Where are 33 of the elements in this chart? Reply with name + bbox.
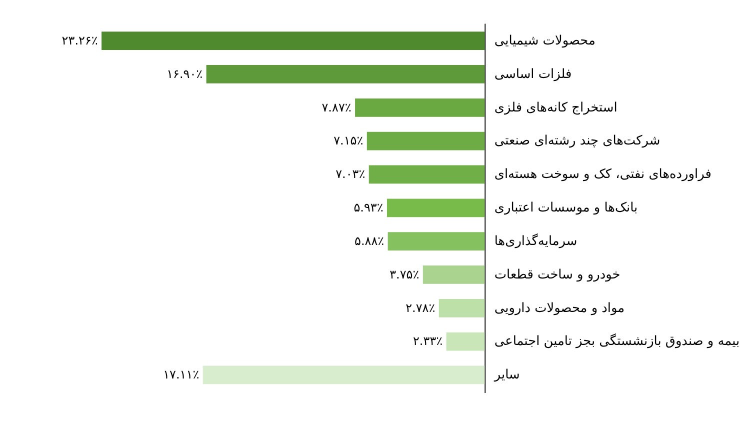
y-tick-label: مواد و محصولات دارویی bbox=[494, 300, 625, 316]
data-label: ۲.۳۳٪ bbox=[412, 334, 443, 348]
y-tick-label: استخراج کانه‌های فلزی bbox=[494, 100, 618, 116]
bar bbox=[368, 165, 485, 184]
y-tick-label: سرمایه‌گذاری‌ها bbox=[494, 232, 578, 249]
data-label: ۳.۷۵٪ bbox=[390, 267, 420, 282]
data-label: ۷.۱۵٪ bbox=[334, 134, 364, 148]
y-tick-label: محصولات شیمیایی bbox=[494, 33, 596, 48]
bar bbox=[366, 132, 485, 150]
bar bbox=[206, 65, 485, 84]
y-tick-label: سایر bbox=[493, 368, 520, 383]
bar bbox=[422, 266, 485, 284]
bar bbox=[388, 232, 485, 250]
data-label: ۷.۸۷٪ bbox=[322, 100, 352, 114]
y-tick-label: خودرو و ساخت قطعات bbox=[494, 267, 620, 282]
data-label: ۷.۰۳٪ bbox=[336, 167, 366, 182]
bar bbox=[438, 298, 485, 318]
data-label: ۱۶.۹۰٪ bbox=[166, 66, 203, 81]
bar bbox=[446, 332, 485, 351]
data-label: ۵.۹۳٪ bbox=[354, 200, 384, 215]
y-tick-label: بیمه و صندوق بازنشستگی بجز تامین اجتماعی bbox=[494, 333, 740, 350]
y-tick-label: شرکت‌های چند رشته‌ای صنعتی bbox=[494, 134, 660, 149]
data-label: ۲.۷۸٪ bbox=[406, 300, 436, 315]
data-label: ۵.۸۸٪ bbox=[354, 234, 384, 248]
data-label: ۲۳.۲۶٪ bbox=[62, 33, 98, 48]
bar bbox=[202, 366, 485, 384]
y-tick-label: فلزات اساسی bbox=[494, 66, 572, 82]
bar bbox=[386, 198, 485, 218]
bar bbox=[102, 32, 485, 50]
y-tick-label: بانک‌ها و موسسات اعتباری bbox=[494, 200, 638, 216]
y-tick-label: فراورده‌های نفتی، کک و سوخت هسته‌ای bbox=[494, 167, 712, 182]
data-label: ۱۷.۱۱٪ bbox=[163, 368, 200, 382]
bar bbox=[355, 98, 485, 117]
